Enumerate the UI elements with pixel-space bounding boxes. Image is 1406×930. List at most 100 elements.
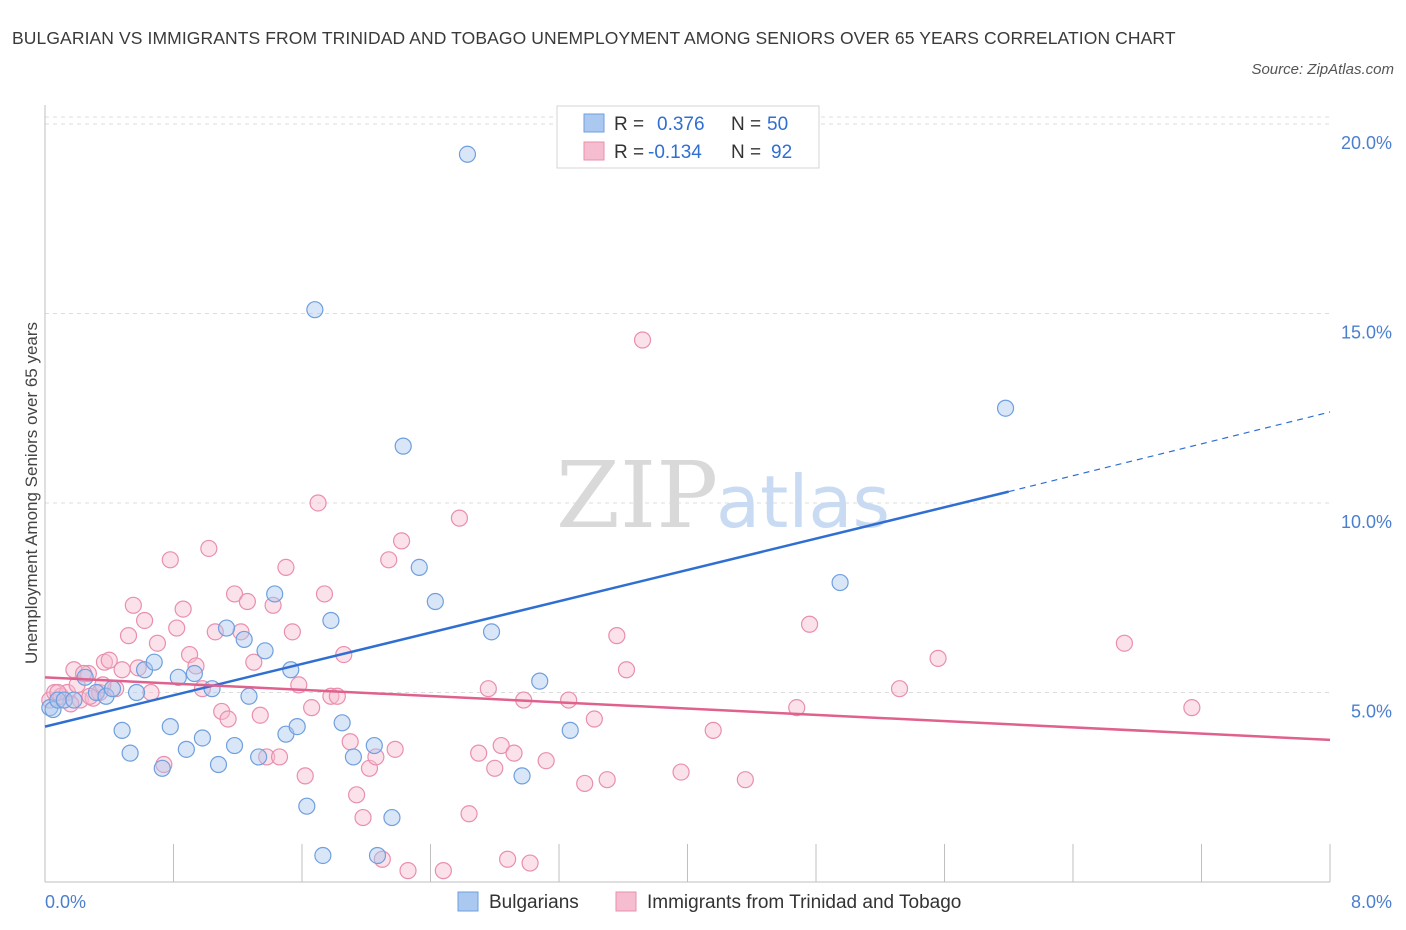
axis-layer [44, 105, 1331, 883]
stats-r-value-2: -0.134 [648, 142, 702, 163]
trinidad-point-82 [890, 680, 909, 698]
trinidad-point-42 [303, 699, 321, 717]
x-tick-label-1: 8.0% [1351, 892, 1392, 912]
bulgarian-point-48 [561, 721, 579, 739]
bulgarian-point-41 [394, 437, 412, 455]
trinidad-point-61 [470, 744, 488, 762]
bulgarian-point-38 [365, 736, 383, 755]
bulgarian-point-40 [383, 808, 401, 827]
bulgarian-point-14 [153, 759, 171, 777]
bulgarian-point-21 [209, 755, 228, 774]
trinidad-point-14 [124, 596, 142, 614]
trinidad-point-76 [633, 331, 652, 349]
bulgarian-point-49 [831, 573, 849, 592]
trinidad-point-43 [309, 494, 327, 512]
y-tick-label-2: 15.0% [1341, 322, 1392, 342]
trinidad-point-66 [505, 744, 523, 762]
trinidad-point-50 [354, 808, 372, 827]
bulgarian-points [41, 145, 1015, 865]
trinidad-point-59 [450, 509, 469, 527]
y-tick-label-1: 10.0% [1341, 512, 1392, 532]
trinidad-point-55 [386, 740, 404, 758]
legend-label-bulgarians: Bulgarians [489, 892, 579, 913]
trinidad-point-34 [251, 706, 269, 724]
bulgarian-point-1 [44, 700, 62, 719]
stats-n-value-2: 92 [771, 142, 792, 163]
bulgarian-point-18 [185, 664, 203, 683]
bulgarian-point-34 [314, 846, 332, 865]
trinidad-point-80 [788, 699, 806, 717]
trinidad-points [41, 331, 1201, 880]
trinidad-point-26 [200, 539, 218, 558]
bulgarian-point-8 [103, 680, 122, 698]
stats-legend-swatch-pink [583, 141, 605, 161]
bulgarian-point-33 [306, 301, 324, 319]
bulgarian-point-39 [368, 846, 387, 865]
trinidad-point-71 [576, 774, 594, 793]
bulgarian-point-13 [145, 653, 163, 671]
bulgarian-point-6 [87, 683, 106, 702]
trinidad-point-13 [119, 627, 138, 645]
trinidad-point-20 [161, 551, 179, 569]
bulgarian-point-11 [127, 683, 146, 702]
trinidad-point-17 [142, 683, 160, 702]
bulgarian-point-15 [161, 717, 179, 736]
bulgarian-point-50 [996, 399, 1015, 417]
x-tick-label-0: 0.0% [45, 892, 86, 912]
trinidad-point-12 [113, 661, 131, 679]
trinidad-point-48 [341, 733, 359, 751]
bulgarian-point-24 [235, 630, 253, 649]
trinidad-point-21 [168, 619, 186, 637]
trinidad-point-37 [270, 748, 289, 766]
trinidad-point-69 [537, 752, 555, 770]
watermark: ZIP atlas [556, 442, 890, 549]
trinidad-point-32 [238, 592, 256, 611]
legend-swatch-bulgarians [457, 891, 479, 912]
bulgarian-point-42 [410, 558, 428, 577]
trinidad-point-39 [283, 623, 301, 641]
source-label: Source: ZipAtlas.com [1251, 61, 1394, 78]
watermark-atlas: atlas [716, 460, 890, 544]
trinidad-point-75 [617, 661, 636, 679]
trinidad-point-74 [608, 627, 626, 645]
bulgarian-point-36 [333, 714, 351, 732]
grid-layer [45, 116, 1330, 693]
bulgarian-point-10 [121, 744, 139, 762]
trinidad-point-22 [174, 600, 192, 618]
trinidad-point-49 [348, 786, 366, 804]
chart-title: BULGARIAN VS IMMIGRANTS FROM TRINIDAD AN… [12, 28, 1176, 48]
bulgarian-point-4 [65, 691, 83, 709]
bulgarian-point-23 [225, 736, 244, 755]
trinidad-point-62 [479, 680, 497, 698]
bulgarian-point-26 [250, 748, 268, 766]
bulgarian-point-5 [76, 668, 94, 686]
bulgarian-point-9 [113, 721, 131, 739]
bulgarian-point-17 [177, 740, 195, 758]
stats-legend-swatch-blue [583, 113, 605, 133]
trinidad-point-18 [148, 634, 167, 652]
trinidad-point-68 [521, 854, 539, 872]
stats-r-label-1: R = [614, 114, 644, 135]
trinidad-point-72 [585, 710, 603, 728]
trinidad-point-84 [1115, 634, 1134, 652]
bulgarian-point-35 [322, 611, 340, 630]
trinidad-point-30 [225, 585, 244, 603]
trinidad-point-16 [135, 611, 154, 630]
trinidad-point-57 [399, 862, 417, 880]
y-tick-label-0: 5.0% [1351, 701, 1392, 721]
trinidad-point-85 [1183, 699, 1201, 717]
stats-r-value-1: 0.376 [657, 114, 705, 135]
trinidad-point-60 [460, 805, 478, 823]
bulgarian-point-47 [531, 672, 549, 690]
bulgarian-point-25 [240, 687, 258, 705]
trinidad-point-63 [486, 759, 504, 777]
trinidad-point-70 [560, 691, 578, 709]
bulgarian-point-45 [482, 623, 501, 641]
trinidad-trend-line [44, 676, 1331, 742]
trinidad-point-41 [296, 767, 314, 785]
bulgarian-point-31 [288, 717, 306, 736]
trinidad-point-10 [100, 651, 118, 669]
watermark-zip: ZIP [556, 442, 718, 549]
bulgarian-point-19 [193, 729, 212, 747]
